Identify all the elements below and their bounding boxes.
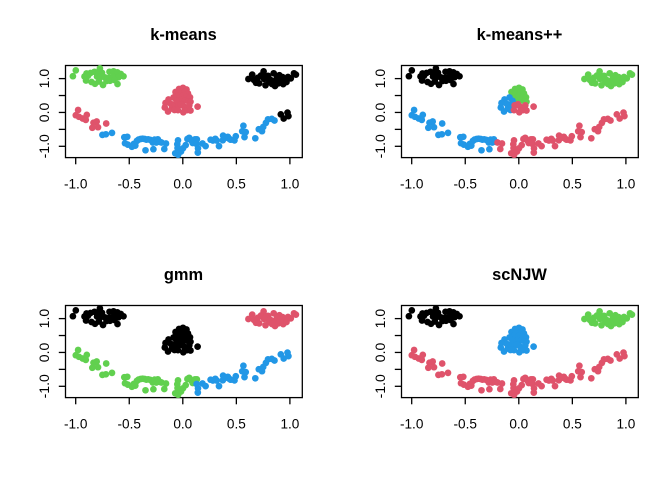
svg-text:1.0: 1.0 [372, 309, 388, 329]
svg-text:0.0: 0.0 [509, 417, 528, 432]
svg-text:k-means++: k-means++ [477, 26, 563, 44]
svg-text:0.0: 0.0 [372, 343, 388, 363]
svg-text:-1.0: -1.0 [36, 134, 52, 158]
svg-text:1.0: 1.0 [616, 417, 635, 432]
svg-text:1.0: 1.0 [280, 417, 299, 432]
svg-text:-1.0: -1.0 [400, 417, 424, 432]
svg-text:0.0: 0.0 [36, 343, 52, 363]
svg-text:-1.0: -1.0 [372, 374, 388, 398]
svg-text:0.0: 0.0 [509, 177, 528, 192]
svg-text:1.0: 1.0 [280, 177, 299, 192]
svg-text:-0.5: -0.5 [454, 417, 477, 432]
svg-text:scNJW: scNJW [492, 266, 547, 284]
svg-text:k-means: k-means [150, 26, 217, 44]
svg-text:0.0: 0.0 [372, 103, 388, 123]
svg-text:1.0: 1.0 [36, 69, 52, 89]
svg-text:1.0: 1.0 [372, 69, 388, 89]
svg-text:-0.5: -0.5 [118, 417, 141, 432]
svg-text:-1.0: -1.0 [64, 177, 88, 192]
svg-text:1.0: 1.0 [616, 177, 635, 192]
svg-text:0.0: 0.0 [173, 417, 192, 432]
svg-text:-0.5: -0.5 [118, 177, 141, 192]
svg-text:0.5: 0.5 [227, 177, 246, 192]
svg-text:-1.0: -1.0 [36, 374, 52, 398]
svg-text:0.0: 0.0 [173, 177, 192, 192]
svg-text:0.0: 0.0 [36, 103, 52, 123]
svg-text:0.5: 0.5 [563, 417, 582, 432]
svg-text:-0.5: -0.5 [454, 177, 477, 192]
svg-text:0.5: 0.5 [563, 177, 582, 192]
svg-text:-1.0: -1.0 [64, 417, 88, 432]
svg-text:0.5: 0.5 [227, 417, 246, 432]
svg-text:-1.0: -1.0 [400, 177, 424, 192]
svg-text:1.0: 1.0 [36, 309, 52, 329]
svg-text:-1.0: -1.0 [372, 134, 388, 158]
svg-text:gmm: gmm [164, 266, 203, 284]
